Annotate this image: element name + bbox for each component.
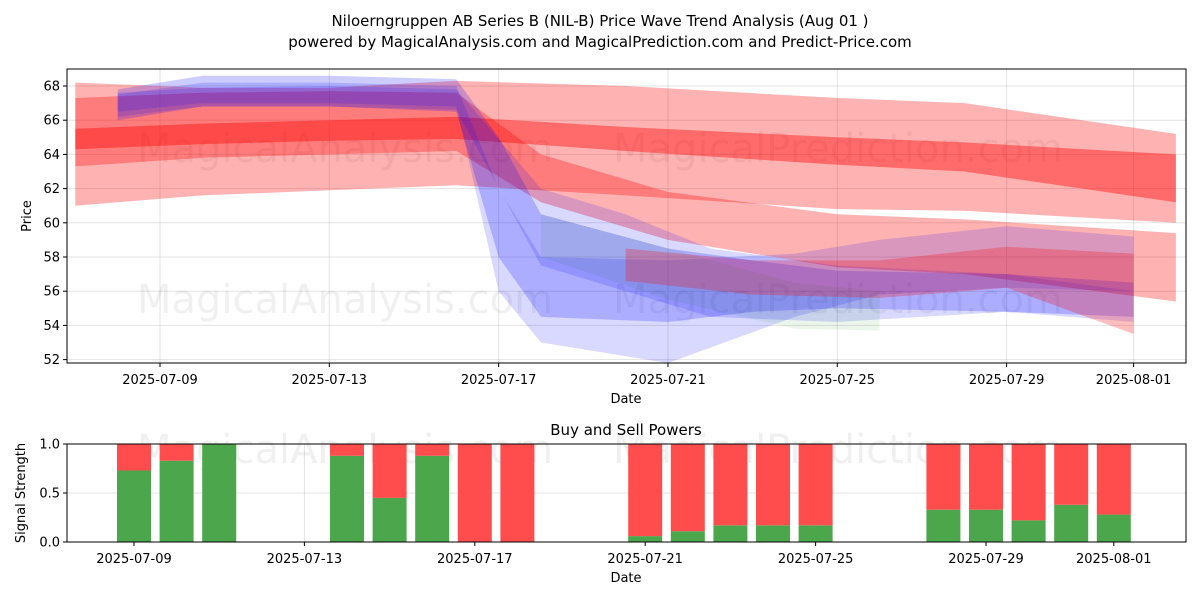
- buy-bar: [670, 531, 705, 542]
- buy-bar: [713, 525, 748, 542]
- signal-x-ticks: 2025-07-09 2025-07-13 2025-07-17 2025-07-21…: [96, 542, 1152, 567]
- price-watermarks: MagicalAnalysis.com MagicalPrediction.co…: [137, 126, 1063, 323]
- chart-subtitle: powered by MagicalAnalysis.com and Magic…: [288, 33, 912, 51]
- price-band-1: [75, 80, 1176, 223]
- price-y-tick-label: 60: [43, 216, 60, 231]
- price-x-tick-label: 2025-07-13: [292, 373, 368, 388]
- price-x-tick-label: 2025-08-01: [1096, 373, 1172, 388]
- buy-bar: [202, 444, 237, 542]
- buy-bar: [969, 509, 1003, 542]
- signal-x-tick-label: 2025-08-01: [1076, 552, 1152, 567]
- price-grid: [67, 69, 1186, 363]
- price-band-6: [117, 86, 1134, 322]
- buy-bar: [1011, 520, 1046, 542]
- sell-bar: [670, 444, 705, 532]
- buy-bar: [159, 460, 194, 542]
- price-x-tick-label: 2025-07-29: [969, 373, 1045, 388]
- price-x-tick-label: 2025-07-25: [799, 373, 875, 388]
- price-band-2: [75, 116, 1176, 203]
- price-y-tick-label: 52: [43, 353, 60, 368]
- sell-bar: [500, 444, 535, 542]
- sell-bar: [628, 444, 663, 537]
- price-y-ticks: 52 54 56 58 60 62 64 66 68: [43, 80, 67, 368]
- signal-title: Buy and Sell Powers: [550, 421, 702, 439]
- sell-bar: [330, 444, 364, 456]
- price-watermark-right-lower: MagicalPrediction.com: [613, 277, 1063, 323]
- price-x-tick-label: 2025-07-17: [461, 373, 537, 388]
- sell-bar: [457, 444, 492, 542]
- buy-bar: [1096, 514, 1131, 542]
- signal-x-tick-label: 2025-07-13: [267, 552, 343, 567]
- price-band-5: [117, 82, 1134, 363]
- signal-x-tick-label: 2025-07-09: [96, 552, 172, 567]
- signal-y-tick-label: 0.0: [39, 536, 60, 551]
- price-x-tick-label: 2025-07-21: [630, 373, 706, 388]
- sell-bar: [159, 444, 194, 461]
- sell-bar: [926, 444, 961, 510]
- price-y-axis-label: Price: [20, 200, 35, 232]
- buy-bar: [330, 455, 364, 542]
- signal-bars: [117, 444, 1131, 542]
- price-y-tick-label: 68: [43, 80, 60, 95]
- sell-bar: [756, 444, 790, 526]
- signal-x-tick-label: 2025-07-25: [778, 552, 854, 567]
- signal-x-tick-label: 2025-07-17: [437, 552, 513, 567]
- price-plot-area: [67, 69, 1186, 363]
- buy-bar: [415, 455, 450, 542]
- price-band-4: [117, 75, 1134, 322]
- price-panel: MagicalAnalysis.com MagicalPrediction.co…: [20, 68, 1187, 407]
- price-plot-frame: [66, 68, 1187, 364]
- price-x-tick-label: 2025-07-09: [122, 373, 198, 388]
- price-bands: [75, 75, 1176, 363]
- sell-bar: [798, 444, 833, 526]
- price-y-tick-label: 56: [43, 285, 60, 300]
- signal-y-tick-label: 0.5: [39, 487, 60, 502]
- price-y-tick-label: 66: [43, 114, 60, 129]
- signal-y-ticks: 0.0 0.5 1.0: [39, 438, 67, 551]
- sell-bar: [713, 444, 748, 526]
- price-y-tick-label: 64: [43, 148, 60, 163]
- signal-x-tick-label: 2025-07-21: [607, 552, 683, 567]
- price-band-8: [625, 246, 1134, 334]
- chart-title: Niloerngruppen AB Series B (NIL-B) Price…: [331, 12, 868, 30]
- price-y-tick-label: 54: [43, 319, 60, 334]
- buy-bar: [628, 536, 663, 542]
- price-watermark-right: MagicalPrediction.com: [613, 126, 1063, 172]
- signal-y-axis-label: Signal Strength: [14, 443, 29, 543]
- sell-bar: [1054, 444, 1089, 505]
- buy-bar: [926, 509, 961, 542]
- buy-bar: [756, 525, 790, 542]
- price-band-3: [75, 91, 1176, 302]
- buy-bar: [117, 470, 151, 542]
- sell-bar: [1011, 444, 1046, 521]
- sell-bar: [969, 444, 1003, 510]
- buy-bar: [798, 525, 833, 542]
- signal-y-tick-label: 1.0: [39, 438, 60, 453]
- sell-bar: [415, 444, 450, 456]
- price-y-tick-label: 62: [43, 182, 60, 197]
- buy-bar: [1054, 504, 1089, 542]
- price-band-7: [541, 214, 880, 331]
- signal-panel: Buy and Sell Powers MagicalAnalysis.com …: [14, 421, 1187, 586]
- sell-bar: [1096, 444, 1131, 515]
- price-y-tick-label: 58: [43, 251, 60, 266]
- buy-bar: [372, 497, 407, 542]
- sell-bar: [117, 444, 151, 471]
- price-x-ticks: 2025-07-09 2025-07-13 2025-07-17 2025-07-21…: [122, 363, 1171, 388]
- price-watermark-left: MagicalAnalysis.com: [137, 126, 553, 172]
- price-x-axis-label: Date: [610, 392, 641, 407]
- sell-bar: [372, 444, 407, 498]
- signal-x-tick-label: 2025-07-29: [948, 552, 1024, 567]
- signal-x-axis-label: Date: [610, 571, 641, 586]
- price-watermark-left-lower: MagicalAnalysis.com: [137, 277, 553, 323]
